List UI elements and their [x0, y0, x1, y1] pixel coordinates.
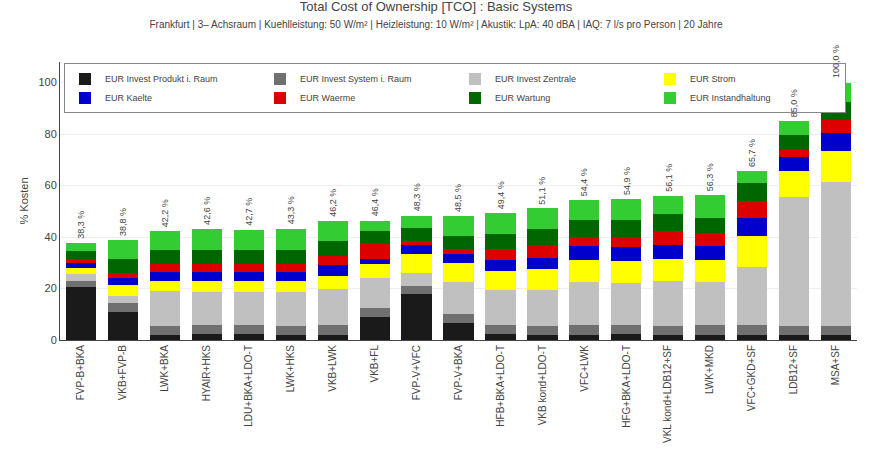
svg-text:HYAIR+HKS: HYAIR+HKS [201, 345, 212, 402]
svg-text:100,0 %: 100,0 % [831, 45, 841, 78]
svg-text:20: 20 [45, 282, 57, 294]
svg-text:60: 60 [45, 179, 57, 191]
svg-text:42,6 %: 42,6 % [202, 197, 212, 225]
svg-text:VFC+LWK: VFC+LWK [579, 345, 590, 392]
svg-text:EUR Invest Produkt i. Raum: EUR Invest Produkt i. Raum [105, 74, 218, 84]
svg-text:MSA+SF: MSA+SF [830, 345, 841, 385]
svg-text:80: 80 [45, 128, 57, 140]
svg-text:LDB12+SF: LDB12+SF [788, 345, 799, 394]
svg-text:56,1 %: 56,1 % [664, 164, 674, 192]
svg-text:46,2 %: 46,2 % [328, 189, 338, 217]
svg-text:VKL kond+LDB12+SF: VKL kond+LDB12+SF [662, 345, 673, 443]
svg-text:LWK+BKA: LWK+BKA [159, 345, 170, 392]
svg-text:EUR Instandhaltung: EUR Instandhaltung [690, 93, 771, 103]
svg-text:0: 0 [51, 334, 57, 346]
svg-text:85,0 %: 85,0 % [789, 89, 799, 117]
svg-text:HFG+BKA+LDO-T: HFG+BKA+LDO-T [621, 345, 632, 428]
svg-text:Total Cost of Ownership [TCO]: Total Cost of Ownership [TCO] : Basic Sy… [149, 0, 722, 30]
svg-text:EUR Invest Zentrale: EUR Invest Zentrale [495, 74, 576, 84]
svg-text:42,7 %: 42,7 % [244, 198, 254, 226]
svg-text:65,7 %: 65,7 % [747, 139, 757, 167]
svg-text:% Kosten: % Kosten [18, 177, 30, 224]
svg-text:42,2 %: 42,2 % [160, 199, 170, 227]
svg-text:HFB+BKA+LDO-T: HFB+BKA+LDO-T [495, 345, 506, 427]
svg-text:EUR Invest System i. Raum: EUR Invest System i. Raum [300, 74, 412, 84]
svg-text:EUR Wartung: EUR Wartung [495, 93, 550, 103]
svg-text:54,4 %: 54,4 % [579, 168, 589, 196]
svg-text:LWK+HKS: LWK+HKS [285, 345, 296, 393]
svg-text:FVP-V+BKA: FVP-V+BKA [453, 345, 464, 401]
svg-text:54,9 %: 54,9 % [622, 167, 632, 195]
svg-text:100: 100 [38, 76, 56, 88]
svg-text:48,5 %: 48,5 % [453, 184, 463, 212]
svg-text:EUR Kaelte: EUR Kaelte [105, 93, 152, 103]
svg-text:FVP-V+VFC: FVP-V+VFC [411, 345, 422, 400]
svg-text:43,3 %: 43,3 % [286, 196, 296, 224]
svg-text:VFC+GKD+SF: VFC+GKD+SF [746, 345, 757, 411]
svg-text:VKB kond+LDO-T: VKB kond+LDO-T [537, 345, 548, 425]
svg-text:VKB+LWK: VKB+LWK [327, 345, 338, 392]
svg-text:56,3 %: 56,3 % [705, 163, 715, 191]
svg-text:LDU+BKA+LDO-T: LDU+BKA+LDO-T [243, 345, 254, 427]
svg-text:EUR Waerme: EUR Waerme [300, 93, 355, 103]
svg-text:46,4 %: 46,4 % [370, 188, 380, 216]
svg-text:40: 40 [45, 231, 57, 243]
svg-text:VKB+FL: VKB+FL [369, 345, 380, 383]
svg-text:VKB+FVP-B: VKB+FVP-B [117, 345, 128, 401]
svg-text:38,3 %: 38,3 % [76, 211, 86, 239]
svg-text:LWK+MKD: LWK+MKD [704, 345, 715, 394]
svg-text:49,4 %: 49,4 % [496, 181, 506, 209]
svg-text:51,1 %: 51,1 % [537, 177, 547, 205]
svg-text:38,8 %: 38,8 % [118, 208, 128, 236]
svg-text:48,3 %: 48,3 % [412, 183, 422, 211]
svg-text:EUR Strom: EUR Strom [690, 74, 736, 84]
svg-text:FVP-B+BKA: FVP-B+BKA [75, 345, 86, 401]
